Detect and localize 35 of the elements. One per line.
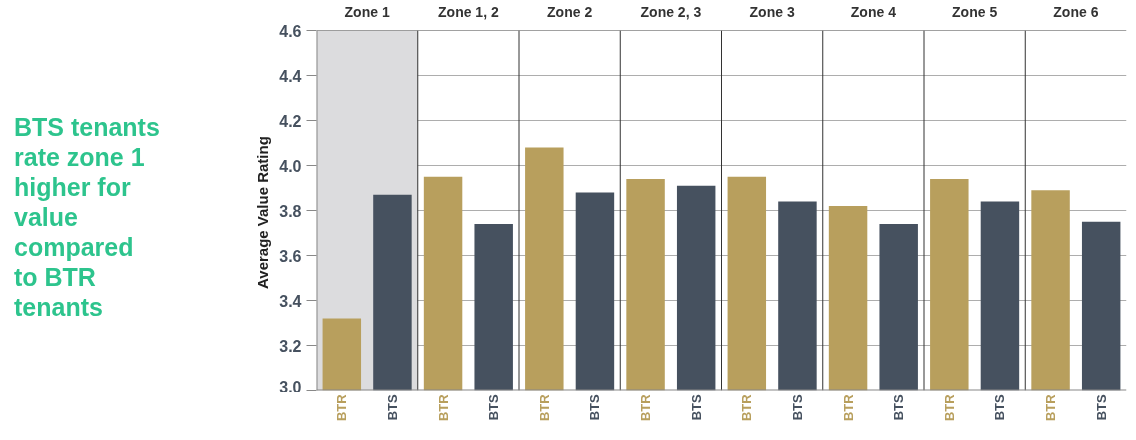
text: BTS (688, 394, 704, 421)
text: BTR (435, 394, 451, 422)
y-tick-label: 4.0 (279, 157, 302, 175)
text: BTS (1093, 394, 1109, 421)
y-tick-label: 3.2 (279, 337, 302, 355)
text: BTR (1043, 394, 1059, 422)
text: BTR (638, 394, 654, 422)
x-tick-label: Zone 4 (850, 3, 897, 20)
x-tick-label: Zone 2 (547, 3, 593, 20)
y-tick-label: 4.2 (279, 112, 302, 130)
text: BTS (891, 394, 907, 421)
y-tick-label: 3.0 (279, 378, 302, 396)
text: BTR (536, 394, 552, 422)
text: BTR (334, 393, 350, 422)
x-tick-label: Zone 3 (749, 3, 795, 20)
y-tick-label: 4.4 (279, 67, 302, 85)
y-axis-title: Average Value Rating (254, 136, 272, 289)
text: BTS (789, 394, 805, 421)
y-tick-label: 4.6 (279, 22, 302, 40)
text: BTS tenants rate zone 1 higher for value compared to BTR tenants (14, 112, 161, 322)
x-tick-label: Zone 1 (344, 3, 390, 20)
y-tick-label: 3.6 (279, 247, 302, 265)
text: BTS (992, 394, 1008, 421)
text: BTS (486, 394, 502, 421)
x-tick-label: Zone 5 (952, 3, 998, 20)
text: BTS (384, 394, 400, 421)
x-tick-label: Zone 2, 3 (640, 3, 702, 20)
text: BTR (840, 394, 856, 422)
text: BTR (941, 394, 957, 422)
text: BTR (739, 394, 755, 422)
y-tick-label: 3.8 (279, 202, 302, 220)
text: BTS (587, 394, 603, 421)
x-tick-label: Zone 1, 2 (438, 3, 499, 20)
x-tick-label: Zone 6 (1053, 3, 1099, 20)
y-tick-label: 3.4 (279, 292, 302, 310)
